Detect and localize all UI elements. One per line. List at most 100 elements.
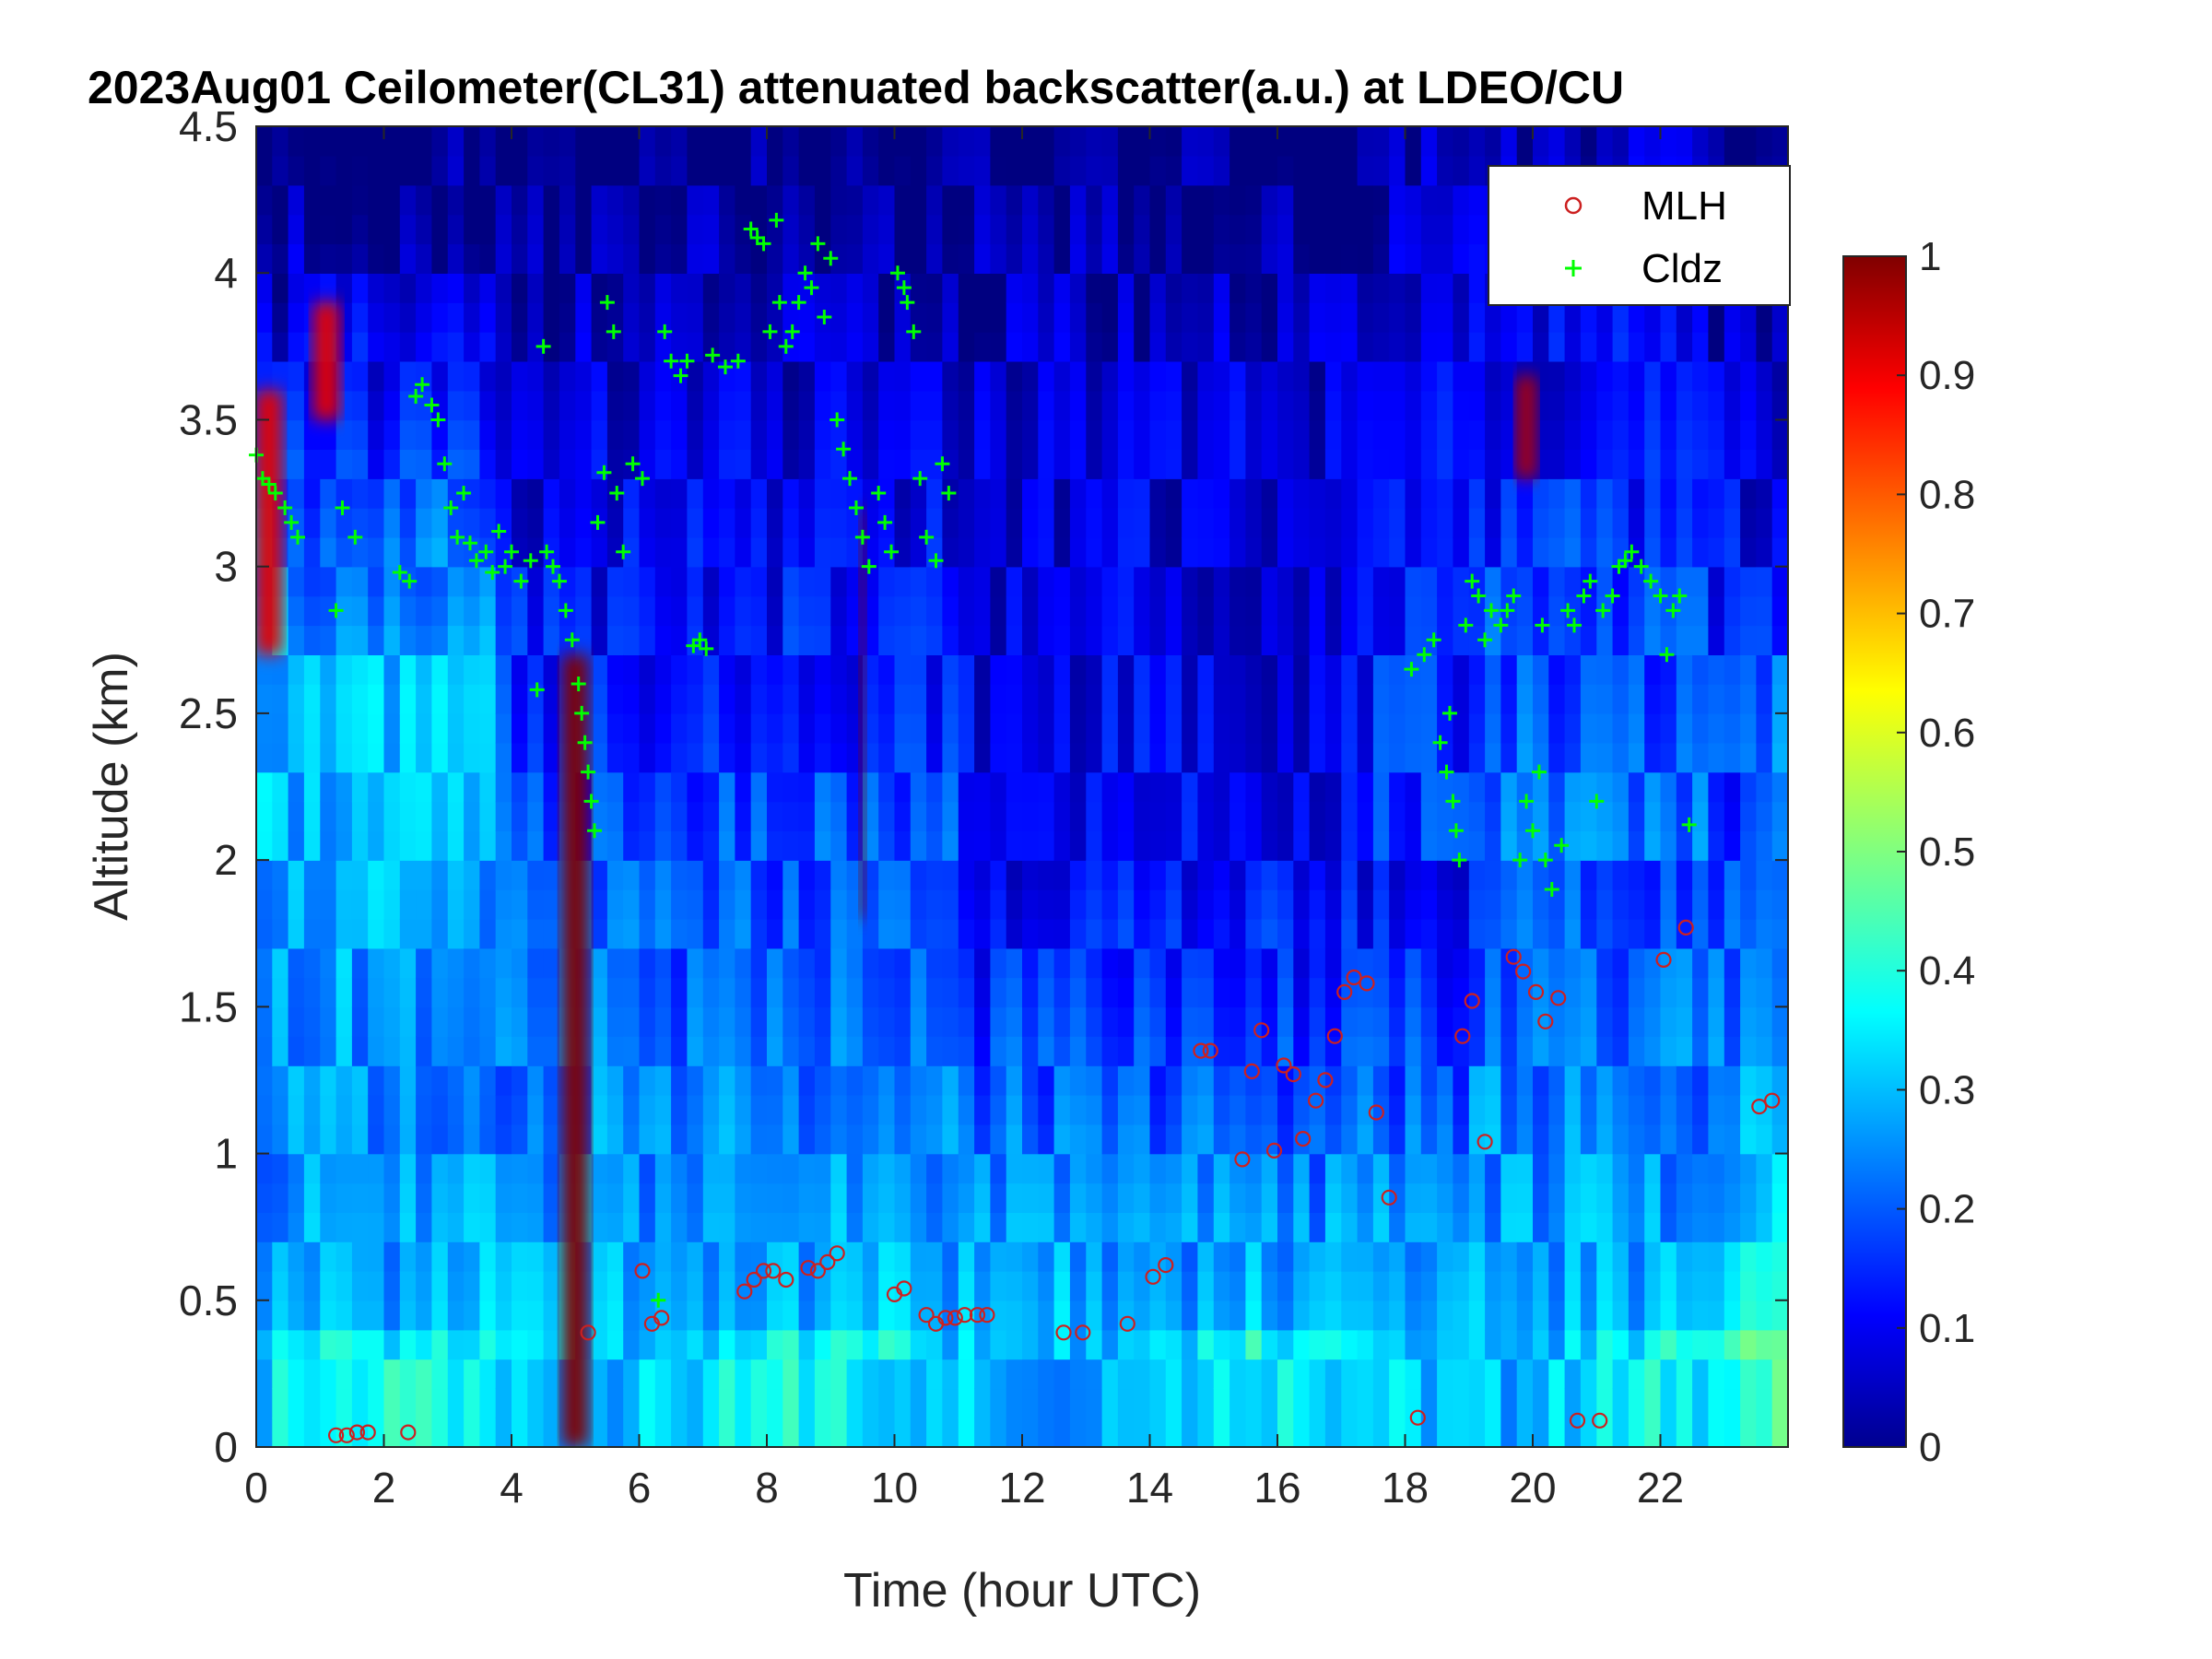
heatmap-cell — [1724, 654, 1741, 685]
heatmap-cell — [543, 712, 560, 744]
heatmap-cell — [974, 1388, 992, 1418]
heatmap-cell — [654, 1182, 672, 1213]
heatmap-cell — [654, 331, 672, 362]
heatmap-cell — [543, 449, 560, 479]
heatmap-cell — [1740, 684, 1758, 714]
heatmap-cell — [654, 1094, 672, 1125]
heatmap-cell — [671, 126, 688, 157]
heatmap-cell — [543, 1153, 560, 1184]
heatmap-cell — [431, 1036, 449, 1066]
heatmap-cell — [368, 478, 385, 509]
heatmap-cell — [1405, 625, 1422, 655]
heatmap-cell — [464, 1359, 481, 1390]
heatmap-cell — [1389, 1329, 1406, 1360]
heatmap-cell — [495, 184, 512, 216]
heatmap-cell — [1389, 1036, 1406, 1066]
heatmap-cell — [606, 508, 624, 538]
heatmap-cell — [1341, 508, 1359, 538]
heatmap-cell — [671, 625, 688, 655]
heatmap-cell — [1261, 273, 1278, 303]
heatmap-cell — [846, 625, 864, 655]
heatmap-cell — [543, 1329, 560, 1360]
heatmap-cell — [416, 1241, 433, 1272]
colorbar-tick-label: 0.3 — [1919, 1067, 1975, 1112]
heatmap-cell — [464, 947, 481, 979]
heatmap-cell — [1548, 419, 1566, 450]
heatmap-cell — [1053, 889, 1071, 920]
heatmap-cell — [974, 684, 992, 714]
heatmap-cell — [830, 889, 848, 920]
heatmap-cell — [1372, 1065, 1390, 1096]
heatmap-cell — [623, 1388, 641, 1418]
heatmap-cell — [1197, 1182, 1215, 1213]
heatmap-cell — [1453, 654, 1470, 685]
heatmap-cell — [1708, 1359, 1725, 1390]
heatmap-cell — [1149, 419, 1167, 450]
heatmap-cell — [1756, 1006, 1773, 1037]
heatmap-cell — [1405, 595, 1422, 627]
heatmap-cell — [543, 889, 560, 920]
heatmap-cell — [974, 508, 992, 538]
heatmap-cell — [1564, 302, 1582, 333]
heatmap-cell — [1453, 830, 1470, 861]
heatmap-cell — [1485, 331, 1502, 362]
heatmap-cell — [735, 273, 752, 303]
heatmap-cell — [1357, 155, 1374, 186]
heatmap-cell — [527, 1418, 545, 1447]
cldz-point — [705, 347, 721, 363]
heatmap-cell — [1468, 742, 1486, 773]
heatmap-cell — [830, 1212, 848, 1242]
heatmap-cell — [1261, 536, 1278, 568]
heatmap-cell — [1437, 1359, 1454, 1390]
heatmap-cell — [272, 155, 289, 186]
heatmap-cell — [464, 918, 481, 949]
heatmap-cell — [1692, 1124, 1710, 1155]
heatmap-cell — [1261, 331, 1278, 362]
heatmap-cell — [1069, 1329, 1087, 1360]
heatmap-cell — [1612, 1065, 1630, 1096]
heatmap-cell — [862, 184, 879, 216]
heatmap-cell — [335, 1182, 353, 1213]
heatmap-cell — [671, 390, 688, 421]
heatmap-cell — [543, 243, 560, 274]
heatmap-cell — [958, 918, 975, 949]
heatmap-cell — [288, 801, 305, 831]
heatmap-cell — [1086, 801, 1103, 831]
heatmap-cell — [1277, 918, 1295, 949]
heatmap-cell — [1309, 419, 1326, 450]
heatmap-cell — [1580, 830, 1597, 861]
heatmap-cell — [1372, 302, 1390, 333]
heatmap-cell — [702, 478, 720, 509]
heatmap-cell — [527, 860, 545, 890]
heatmap-cell — [1101, 1359, 1119, 1390]
heatmap-cell — [1628, 977, 1645, 1008]
heatmap-cell — [591, 712, 608, 744]
legend-mlh-label: MLH — [1641, 183, 1727, 229]
heatmap-cell — [1724, 1094, 1741, 1125]
heatmap-cell — [606, 742, 624, 773]
heatmap-cell — [894, 155, 912, 186]
heatmap-cell — [1612, 742, 1630, 773]
heatmap-cell — [1149, 390, 1167, 421]
heatmap-cell — [1134, 1006, 1151, 1037]
heatmap-cell — [862, 1182, 879, 1213]
heatmap-cell — [1022, 1036, 1040, 1066]
heatmap-cell — [654, 302, 672, 333]
heatmap-cell — [320, 1300, 337, 1331]
heatmap-cell — [1756, 1241, 1773, 1272]
heatmap-cell — [1069, 625, 1087, 655]
heatmap-cell — [591, 1153, 608, 1184]
heatmap-cell — [1293, 449, 1311, 479]
heatmap-cell — [878, 860, 896, 890]
heatmap-cell — [814, 712, 831, 744]
heatmap-cell — [767, 1006, 784, 1037]
heatmap-cell — [1069, 390, 1087, 421]
mlh-point — [1464, 993, 1480, 1009]
heatmap-cell — [416, 155, 433, 186]
heatmap-cell — [1437, 302, 1454, 333]
heatmap-cell — [1372, 390, 1390, 421]
heatmap-cell — [990, 654, 1007, 685]
heatmap-cell — [639, 302, 656, 333]
heatmap-cell — [1548, 449, 1566, 479]
heatmap-cell — [1580, 1241, 1597, 1272]
